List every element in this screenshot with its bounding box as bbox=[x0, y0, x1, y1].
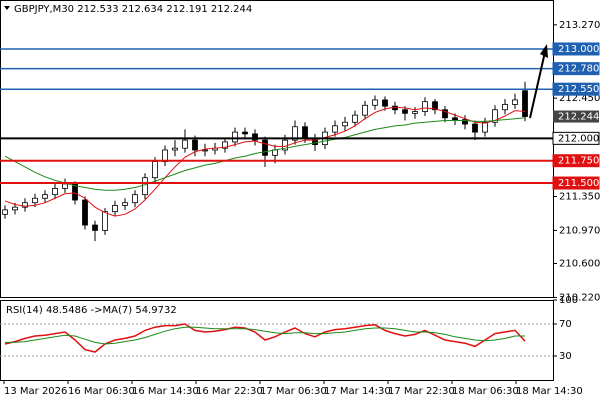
candle-body bbox=[82, 199, 88, 226]
y-tick-label: 211.350 bbox=[559, 191, 600, 202]
menu-icon bbox=[4, 6, 10, 10]
level-label: 211.750 bbox=[558, 156, 599, 167]
x-tick-label: 13 Mar 2026 bbox=[4, 386, 67, 397]
candle-body bbox=[372, 99, 378, 106]
y-tick-label: 210.970 bbox=[559, 225, 600, 236]
candle-body bbox=[52, 188, 58, 196]
candle-body bbox=[252, 133, 258, 141]
y-tick-label: 30 bbox=[559, 351, 572, 362]
candle-body bbox=[482, 121, 488, 133]
candle-body bbox=[442, 109, 448, 119]
y-tick-label: 210.220 bbox=[559, 292, 600, 303]
ma-line bbox=[4, 323, 526, 353]
header-high: 212.634 bbox=[122, 4, 163, 15]
x-tick-label: 18 Mar 06:30 bbox=[452, 386, 519, 397]
candle-body bbox=[92, 224, 98, 231]
forecast-arrowhead bbox=[540, 44, 548, 58]
rsi-header: RSI(14) 48.5486 ->MA(7) 54.9732 bbox=[6, 305, 177, 316]
ma-line bbox=[4, 106, 526, 217]
header-close: 212.244 bbox=[211, 4, 252, 15]
price-header: GBPJPY,M30 212.533 212.634 212.191 212.2… bbox=[14, 4, 252, 15]
level-box bbox=[552, 42, 600, 56]
ma-line bbox=[5, 326, 526, 345]
candle-body bbox=[192, 139, 198, 151]
candle-body bbox=[302, 126, 308, 139]
candle-body bbox=[132, 194, 138, 204]
candle-body bbox=[42, 194, 48, 199]
x-tick-label: 16 Mar 22:30 bbox=[196, 386, 263, 397]
candle-body bbox=[2, 209, 8, 215]
level-box bbox=[552, 154, 600, 168]
x-tick-label: 18 Mar 14:30 bbox=[516, 386, 583, 397]
candle-body bbox=[382, 99, 388, 107]
symbol: GBPJPY,M30 bbox=[14, 4, 74, 15]
candle-body bbox=[412, 111, 418, 114]
x-tick-label: 16 Mar 14:30 bbox=[132, 386, 199, 397]
candle-body bbox=[362, 104, 368, 116]
x-tick-label: 17 Mar 22:30 bbox=[388, 386, 455, 397]
candle-body bbox=[292, 126, 298, 141]
candle-body bbox=[512, 99, 518, 105]
current-price-box bbox=[553, 110, 599, 123]
rsi-ma-name: ->MA(7) bbox=[91, 305, 133, 316]
level-label: 212.550 bbox=[558, 84, 599, 95]
level-label: 212.780 bbox=[558, 64, 599, 75]
candle-body bbox=[122, 202, 128, 206]
candle-body bbox=[502, 103, 508, 111]
candle-body bbox=[462, 119, 468, 125]
candle-body bbox=[472, 123, 478, 133]
candle-body bbox=[182, 139, 188, 149]
forecast-arrow bbox=[529, 51, 546, 119]
x-tick-label: 17 Mar 06:30 bbox=[260, 386, 327, 397]
candle-body bbox=[112, 204, 118, 213]
candle-body bbox=[432, 101, 438, 111]
y-tick-label: 100 bbox=[559, 295, 578, 306]
level-label: 211.500 bbox=[558, 178, 599, 189]
candle-body bbox=[32, 197, 38, 204]
candle-body bbox=[452, 117, 458, 120]
candle-body bbox=[202, 149, 208, 152]
candle-body bbox=[62, 183, 68, 189]
candle-body bbox=[352, 114, 358, 123]
y-tick-label: 70 bbox=[559, 319, 572, 330]
level-label: 213.000 bbox=[558, 44, 599, 55]
level-box bbox=[552, 176, 600, 190]
rsi-value: 48.5486 bbox=[46, 305, 87, 316]
candle-body bbox=[232, 131, 238, 143]
header-low: 212.191 bbox=[166, 4, 207, 15]
y-tick-label: 212.450 bbox=[559, 93, 600, 104]
candle-body bbox=[342, 121, 348, 127]
rsi-ma-value: 54.9732 bbox=[135, 305, 176, 316]
level-box bbox=[552, 82, 600, 96]
candle-body bbox=[242, 131, 248, 135]
candle-body bbox=[22, 202, 28, 208]
rsi-name: RSI(14) bbox=[6, 305, 43, 316]
candle-body bbox=[332, 125, 338, 133]
header-open: 212.533 bbox=[77, 4, 118, 15]
candle-body bbox=[222, 141, 228, 149]
level-box bbox=[552, 131, 600, 145]
candle-body bbox=[172, 147, 178, 151]
y-tick-label: 213.270 bbox=[559, 20, 600, 31]
candle-body bbox=[102, 211, 108, 231]
candle-body bbox=[142, 177, 148, 196]
candle-body bbox=[262, 139, 268, 156]
candle-body bbox=[12, 206, 18, 211]
candle-body bbox=[522, 90, 528, 117]
rsi-frame bbox=[0, 300, 554, 381]
current-price-label: 212.244 bbox=[558, 112, 599, 123]
candle-body bbox=[402, 109, 408, 114]
price-frame bbox=[0, 0, 554, 298]
candle-body bbox=[492, 109, 498, 123]
level-box bbox=[552, 62, 600, 76]
candle-body bbox=[152, 161, 158, 179]
y-tick-label: 210.600 bbox=[559, 258, 600, 269]
level-label: 212.000 bbox=[558, 133, 599, 144]
candle-body bbox=[422, 101, 428, 112]
ma-line bbox=[4, 117, 526, 191]
x-tick-label: 17 Mar 14:30 bbox=[324, 386, 391, 397]
x-tick-label: 16 Mar 06:30 bbox=[68, 386, 135, 397]
